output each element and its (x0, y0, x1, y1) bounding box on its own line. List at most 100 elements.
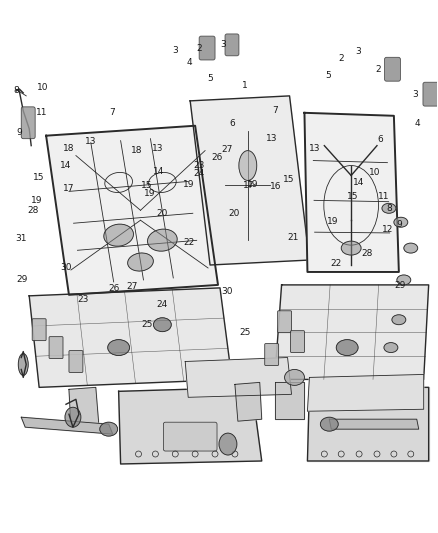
Polygon shape (235, 382, 262, 421)
Ellipse shape (100, 422, 118, 436)
Ellipse shape (104, 224, 134, 246)
Ellipse shape (341, 241, 361, 255)
FancyBboxPatch shape (278, 311, 292, 333)
Text: 28: 28 (361, 249, 373, 258)
FancyBboxPatch shape (49, 337, 63, 359)
Ellipse shape (404, 243, 418, 253)
Ellipse shape (219, 433, 237, 455)
Polygon shape (29, 288, 232, 387)
FancyBboxPatch shape (423, 82, 438, 106)
Ellipse shape (148, 229, 177, 251)
Text: 29: 29 (17, 275, 28, 284)
Ellipse shape (397, 275, 411, 285)
Ellipse shape (384, 343, 398, 352)
Polygon shape (119, 387, 262, 464)
Text: 24: 24 (194, 169, 205, 178)
Text: 25: 25 (141, 320, 153, 329)
Text: 7: 7 (273, 106, 279, 115)
Text: 1: 1 (242, 80, 248, 90)
Polygon shape (21, 417, 113, 434)
Text: 13: 13 (152, 144, 164, 154)
FancyBboxPatch shape (199, 36, 215, 60)
Ellipse shape (382, 203, 396, 213)
Text: 28: 28 (27, 206, 39, 215)
Text: 16: 16 (270, 182, 281, 191)
Text: 5: 5 (325, 71, 331, 80)
Text: 7: 7 (110, 108, 115, 117)
Text: 6: 6 (229, 119, 235, 128)
Polygon shape (307, 375, 424, 411)
Text: 11: 11 (35, 108, 47, 117)
Text: 26: 26 (109, 284, 120, 293)
Text: 12: 12 (382, 225, 394, 234)
Text: 19: 19 (183, 180, 194, 189)
Polygon shape (190, 96, 309, 265)
Text: 3: 3 (173, 46, 178, 55)
Text: 4: 4 (187, 58, 192, 67)
Polygon shape (69, 387, 99, 427)
Text: 22: 22 (330, 260, 341, 268)
Text: 14: 14 (353, 178, 364, 187)
Text: 21: 21 (287, 233, 299, 242)
Ellipse shape (392, 315, 406, 325)
Text: 11: 11 (378, 192, 389, 201)
Text: 15: 15 (33, 173, 44, 182)
Ellipse shape (153, 318, 171, 332)
Text: 29: 29 (394, 280, 405, 289)
Text: 18: 18 (131, 147, 142, 156)
Ellipse shape (18, 353, 28, 375)
Text: 17: 17 (243, 181, 254, 190)
Polygon shape (275, 382, 304, 419)
Text: 30: 30 (60, 263, 71, 272)
FancyBboxPatch shape (32, 319, 46, 341)
Text: 14: 14 (153, 166, 165, 175)
Text: 18: 18 (63, 144, 74, 154)
Text: 27: 27 (126, 282, 138, 291)
Text: 2: 2 (197, 44, 202, 53)
Ellipse shape (394, 217, 408, 227)
Text: 23: 23 (78, 295, 89, 304)
Text: 25: 25 (240, 328, 251, 337)
Text: 14: 14 (60, 161, 71, 170)
Text: 13: 13 (309, 144, 321, 154)
Text: 23: 23 (194, 161, 205, 170)
Text: 26: 26 (211, 154, 223, 163)
Text: 15: 15 (141, 181, 153, 190)
FancyBboxPatch shape (265, 344, 279, 366)
FancyBboxPatch shape (290, 330, 304, 352)
Text: 22: 22 (183, 238, 194, 247)
Text: 5: 5 (208, 74, 213, 83)
Text: 31: 31 (15, 235, 27, 244)
Text: 24: 24 (157, 300, 168, 309)
Ellipse shape (65, 407, 81, 427)
Text: 19: 19 (31, 196, 42, 205)
Ellipse shape (127, 253, 153, 271)
Polygon shape (46, 126, 218, 295)
Text: 13: 13 (85, 138, 96, 147)
FancyBboxPatch shape (225, 34, 239, 56)
Text: 13: 13 (265, 134, 277, 143)
Polygon shape (329, 419, 419, 429)
Text: 19: 19 (144, 189, 155, 198)
Text: 9: 9 (16, 128, 21, 138)
Text: 20: 20 (156, 209, 167, 218)
Ellipse shape (320, 417, 338, 431)
Text: 3: 3 (220, 41, 226, 50)
Text: 10: 10 (369, 167, 381, 176)
Text: 8: 8 (14, 86, 20, 95)
Polygon shape (275, 285, 429, 379)
FancyBboxPatch shape (163, 422, 217, 451)
Text: 19: 19 (327, 217, 339, 226)
Text: 30: 30 (221, 287, 233, 296)
Ellipse shape (239, 151, 257, 181)
Text: 10: 10 (37, 83, 49, 92)
Ellipse shape (336, 340, 358, 356)
Ellipse shape (285, 369, 304, 385)
Ellipse shape (108, 340, 130, 356)
Text: 6: 6 (377, 135, 383, 144)
Text: 8: 8 (387, 204, 392, 213)
Text: 4: 4 (414, 119, 420, 128)
Text: 19: 19 (247, 180, 259, 189)
Text: 3: 3 (355, 47, 361, 56)
FancyBboxPatch shape (21, 107, 35, 139)
